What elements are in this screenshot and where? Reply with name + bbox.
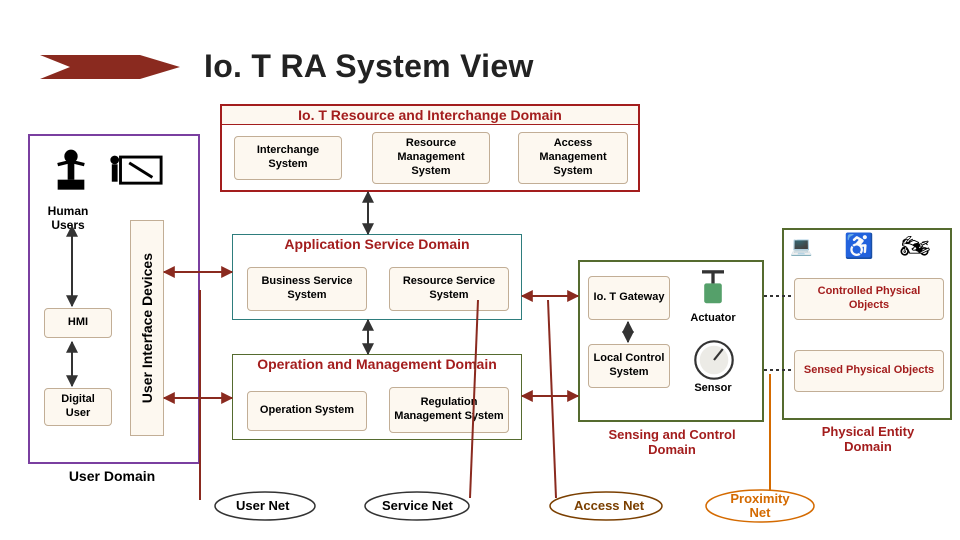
page-title: Io. T RA System View xyxy=(204,48,534,85)
appservice-domain-frame: Application Service Domain Business Serv… xyxy=(232,234,522,320)
access-net-label: Access Net xyxy=(570,498,648,513)
resource-mgmt-node: Resource Management System xyxy=(372,132,490,184)
actuator-icon xyxy=(690,268,736,312)
opmgmt-domain-title: Operation and Management Domain xyxy=(233,355,521,373)
physical-domain-frame: 💻 ♿ 🏍 Controlled Physical Objects Sensed… xyxy=(782,228,952,420)
proximity-net-label: Proximity Net xyxy=(720,492,800,521)
uid-label: User Interface Devices xyxy=(139,253,155,403)
resource-domain-title: Io. T Resource and Interchange Domain xyxy=(222,106,638,125)
user-domain-title: User Domain xyxy=(42,468,182,484)
actuator-label: Actuator xyxy=(686,312,740,324)
user-icon xyxy=(48,148,94,198)
uid-band: User Interface Devices xyxy=(130,220,164,436)
gateway-node: Io. T Gateway xyxy=(588,276,670,320)
sensor-icon xyxy=(692,338,736,382)
sensing-domain-title: Sensing and Control Domain xyxy=(584,427,760,457)
access-mgmt-node: Access Management System xyxy=(518,132,628,184)
presenter-icon xyxy=(106,150,164,196)
service-net-label: Service Net xyxy=(378,498,457,513)
sensing-domain-frame: Io. T Gateway Local Control System Actua… xyxy=(578,260,764,422)
physical-motorbike-icon: 🏍 xyxy=(900,232,930,261)
resource-service-node: Resource Service System xyxy=(389,267,509,311)
user-net-label: User Net xyxy=(232,498,293,513)
humanusers-label: Human Users xyxy=(38,204,98,232)
opmgmt-domain-frame: Operation and Management Domain Operatio… xyxy=(232,354,522,440)
localcontrol-node: Local Control System xyxy=(588,344,670,388)
physical-domain-title: Physical Entity Domain xyxy=(798,424,938,454)
regulation-mgmt-node: Regulation Management System xyxy=(389,387,509,433)
digitaluser-node: Digital User xyxy=(44,388,112,426)
sensed-objects-node: Sensed Physical Objects xyxy=(794,350,944,392)
interchange-system-node: Interchange System xyxy=(234,136,342,180)
business-service-node: Business Service System xyxy=(247,267,367,311)
title-marker-icon xyxy=(40,55,180,79)
physical-devices-icon: 💻 xyxy=(790,236,812,257)
sensor-label: Sensor xyxy=(688,382,738,394)
user-domain-frame: Human Users HMI Digital User User Interf… xyxy=(28,134,200,464)
hmi-node: HMI xyxy=(44,308,112,338)
operation-system-node: Operation System xyxy=(247,391,367,431)
controlled-objects-node: Controlled Physical Objects xyxy=(794,278,944,320)
physical-wheelchair-icon: ♿ xyxy=(844,232,874,261)
appservice-domain-title: Application Service Domain xyxy=(233,235,521,253)
resource-domain-frame: Io. T Resource and Interchange Domain In… xyxy=(220,104,640,192)
